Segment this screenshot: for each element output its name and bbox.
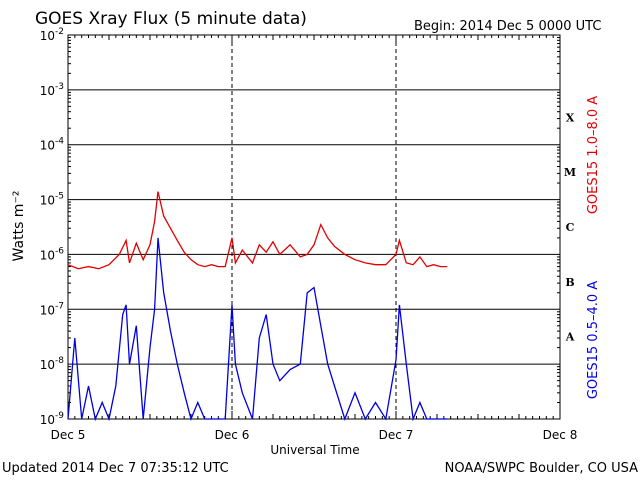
y-tick-label: 10-7: [40, 301, 64, 317]
x-tick-label: Dec 6: [215, 428, 250, 442]
legend-series-red: GOES15 1.0–8.0 A: [586, 96, 601, 214]
credit-text: NOAA/SWPC Boulder, CO USA: [445, 461, 638, 476]
updated-timestamp: Updated 2014 Dec 7 07:35:12 UTC: [2, 461, 229, 476]
y-axis-label: Watts m⁻²: [11, 191, 27, 262]
y-tick-label: 10-6: [40, 246, 65, 262]
y-tick-label: 10-3: [40, 82, 64, 98]
flare-class-label: A: [565, 331, 575, 344]
flare-class-label: X: [566, 111, 575, 124]
flare-class-label: M: [564, 166, 576, 179]
y-tick-label: 10-5: [40, 192, 64, 208]
begin-label: Begin: 2014 Dec 5 0000 UTC: [414, 19, 601, 34]
x-tick-label: Dec 8: [543, 428, 578, 442]
x-tick-label: Dec 5: [51, 428, 86, 442]
y-tick-label: 10-9: [40, 411, 65, 427]
series-line-long: [67, 191, 448, 270]
y-tick-label: 10-8: [40, 356, 65, 372]
x-tick-label: Dec 7: [379, 428, 414, 442]
y-tick-label: 10-4: [40, 137, 65, 153]
legend-series-blue: GOES15 0.5–4.0 A: [586, 281, 601, 399]
y-tick-label: 10-2: [40, 27, 64, 43]
chart-title: GOES Xray Flux (5 minute data): [35, 9, 307, 29]
series-line-short: [67, 237, 448, 422]
x-axis-label: Universal Time: [270, 443, 359, 457]
flare-class-label: B: [565, 276, 574, 289]
flare-class-label: C: [566, 221, 575, 234]
